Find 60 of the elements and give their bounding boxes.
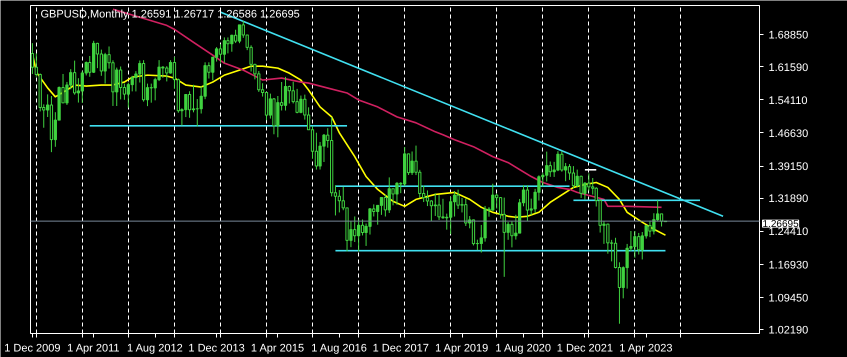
candlestick: [556, 150, 560, 172]
candlestick: [410, 150, 414, 176]
candlestick: [510, 220, 514, 248]
candlestick: [395, 182, 399, 206]
y-tick-label: 1.46630: [768, 128, 808, 140]
y-tick-label: 1.16930: [768, 259, 808, 272]
x-tick-label: 1 Aug 2016: [311, 342, 367, 354]
y-tick-label: 1.68850: [768, 30, 808, 42]
x-tick-label: 1 Apr 2023: [619, 342, 672, 354]
candlestick: [526, 184, 530, 222]
candlestick: [284, 76, 288, 112]
x-tick-label: 1 Apr 2019: [435, 342, 488, 354]
candlestick: [226, 36, 230, 54]
candlestick: [388, 176, 391, 214]
candlestick: [579, 175, 583, 198]
candlestick: [288, 85, 291, 104]
candlestick: [161, 66, 164, 78]
x-tick-label: 1 Apr 2015: [250, 342, 304, 354]
candlestick: [165, 66, 168, 82]
candlestick: [587, 172, 590, 192]
candlestick: [238, 24, 242, 44]
candlestick: [572, 166, 576, 189]
candlestick: [196, 98, 199, 127]
candlestick: [464, 198, 468, 227]
x-tick-label: 1 Dec 2021: [556, 342, 614, 354]
y-tick-label: 1.02190: [768, 324, 808, 337]
x-tick-label: 1 Apr 2011: [67, 342, 120, 354]
x-tick-label: 1 Dec 2009: [4, 342, 61, 354]
candlestick: [119, 66, 122, 100]
candlestick: [150, 83, 153, 104]
candlestick: [380, 196, 384, 216]
candlestick: [188, 90, 192, 118]
y-tick-label: 1.09450: [768, 292, 808, 304]
candlestick: [633, 230, 636, 258]
candlestick: [295, 88, 299, 114]
candlestick: [648, 220, 652, 238]
x-tick-label: 1 Aug 2012: [127, 342, 183, 354]
candlestick: [356, 219, 360, 252]
candlestick: [437, 194, 441, 220]
y-tick-label: 1.39150: [768, 161, 808, 174]
candlestick: [264, 92, 268, 121]
x-tick-label: 1 Dec 2013: [188, 342, 245, 354]
y-tick-label: 1.61590: [768, 62, 808, 74]
candlestick: [218, 44, 222, 64]
y-tick-label: 1.31890: [768, 193, 808, 206]
x-tick-label: 1 Aug 2020: [495, 342, 552, 354]
candlestick: [353, 216, 356, 242]
candlestick: [426, 190, 430, 207]
candlestick: [222, 36, 226, 64]
candlestick: [548, 161, 552, 178]
candlestick: [434, 192, 437, 216]
candlestick: [637, 232, 640, 255]
candlestick: [299, 95, 303, 114]
candlestick: [314, 132, 318, 170]
candlestick: [452, 190, 456, 218]
x-tick-label: 1 Dec 2017: [372, 342, 429, 354]
y-tick-label: 1.54110: [768, 94, 808, 107]
candlestick: [192, 84, 196, 113]
candlestick: [502, 197, 506, 278]
candlestick: [96, 42, 100, 69]
